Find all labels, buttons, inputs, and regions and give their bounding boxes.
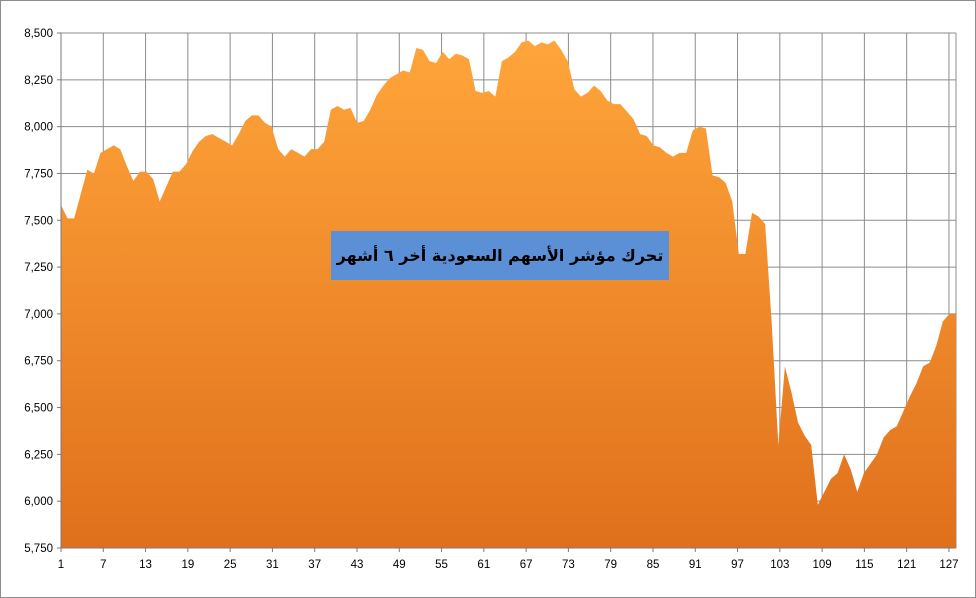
x-tick-label: 61: [477, 559, 490, 571]
x-tick-label: 97: [731, 559, 744, 571]
y-tick-label: 5,750: [24, 543, 53, 555]
x-tick-label: 121: [897, 559, 916, 571]
y-axis-tick-labels: 5,750 6,000 6,250 6,500 6,750 7,000 7,250 7,500…: [24, 28, 53, 555]
series-area-layer: [61, 40, 956, 549]
x-tick-label: 43: [351, 559, 364, 571]
x-tick-label: 37: [308, 559, 321, 571]
x-tick-label: 55: [435, 559, 448, 571]
x-tick-label: 1: [58, 559, 64, 571]
chart-title: تحرك مؤشر الأسهم السعودية أخر ٦ أشهر: [336, 246, 664, 265]
x-tick-label: 115: [855, 559, 873, 571]
x-tick-label: 67: [520, 559, 533, 571]
y-tick-label: 8,250: [24, 75, 53, 87]
y-tick-label: 6,000: [24, 496, 53, 508]
x-tick-label: 103: [770, 559, 789, 571]
x-tick-label: 79: [604, 559, 617, 571]
x-tick-label: 85: [647, 559, 660, 571]
y-tick-label: 6,500: [24, 403, 53, 415]
series-area: [61, 40, 956, 549]
y-tick-label: 6,750: [24, 356, 53, 368]
y-tick-label: 8,500: [24, 28, 53, 40]
x-tick-label: 7: [100, 559, 106, 571]
y-tick-label: 8,000: [24, 122, 53, 134]
x-tick-label: 127: [939, 559, 958, 571]
x-tick-label: 19: [181, 559, 194, 571]
y-tick-label: 7,000: [24, 309, 53, 321]
axes: [57, 32, 956, 552]
y-tick-label: 7,250: [24, 262, 53, 274]
x-tick-label: 31: [266, 559, 279, 571]
x-tick-label: 91: [689, 559, 702, 571]
x-tick-label: 109: [813, 559, 832, 571]
y-tick-label: 6,250: [24, 449, 53, 461]
chart-title-box: تحرك مؤشر الأسهم السعودية أخر ٦ أشهر: [331, 231, 669, 280]
x-tick-label: 73: [562, 559, 575, 571]
y-tick-label: 7,500: [24, 215, 53, 227]
x-tick-label: 25: [224, 559, 237, 571]
y-tick-label: 7,750: [24, 168, 53, 180]
x-tick-label: 13: [139, 559, 152, 571]
x-tick-label: 49: [393, 559, 406, 571]
x-axis-tick-labels: 1 7 13 19 25 31 37 43 49 55 61 67 73 79 85 91 97 103 109 11…: [58, 559, 959, 571]
